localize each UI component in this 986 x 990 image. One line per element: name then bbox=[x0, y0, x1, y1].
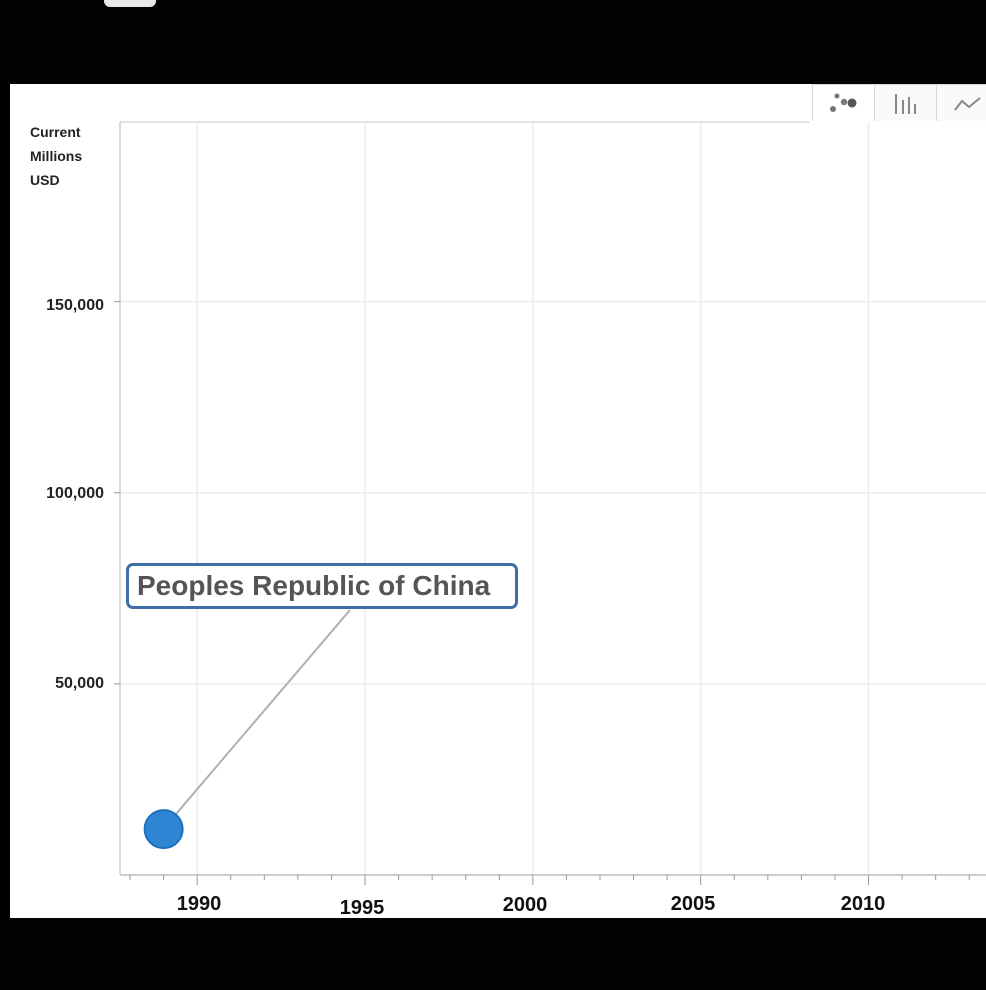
data-marks bbox=[143, 609, 351, 850]
chart-type-toolbar bbox=[812, 84, 986, 122]
window-tab bbox=[104, 0, 156, 7]
data-point bbox=[143, 809, 184, 850]
line-chart-icon bbox=[954, 97, 981, 111]
x-tick-label: 1990 bbox=[176, 893, 222, 915]
y-tick-label: 100,000 bbox=[46, 485, 104, 502]
chart-panel bbox=[10, 84, 986, 918]
x-tick-label: 1995 bbox=[339, 897, 385, 919]
grid-lines bbox=[120, 122, 986, 875]
x-tick-label: 2010 bbox=[840, 893, 886, 915]
top-black-bar bbox=[0, 0, 986, 84]
axes bbox=[114, 121, 986, 885]
bubble-chart-icon bbox=[830, 93, 857, 112]
x-tick-label: 2005 bbox=[670, 893, 716, 915]
bottom-black-bar bbox=[0, 918, 986, 990]
callout-leader-line bbox=[170, 609, 351, 820]
series-callout-label[interactable]: Peoples Republic of China bbox=[126, 563, 518, 609]
y-tick-label: 50,000 bbox=[55, 675, 104, 692]
bar-chart-button[interactable] bbox=[874, 84, 938, 121]
bubble-chart-button[interactable] bbox=[812, 84, 876, 121]
y-tick-label: 150,000 bbox=[46, 297, 104, 314]
line-chart-button[interactable] bbox=[936, 84, 986, 121]
bar-chart-icon bbox=[895, 94, 916, 114]
x-tick-label: 2000 bbox=[502, 894, 548, 916]
y-axis-unit-label: Current Millions USD bbox=[30, 124, 83, 188]
